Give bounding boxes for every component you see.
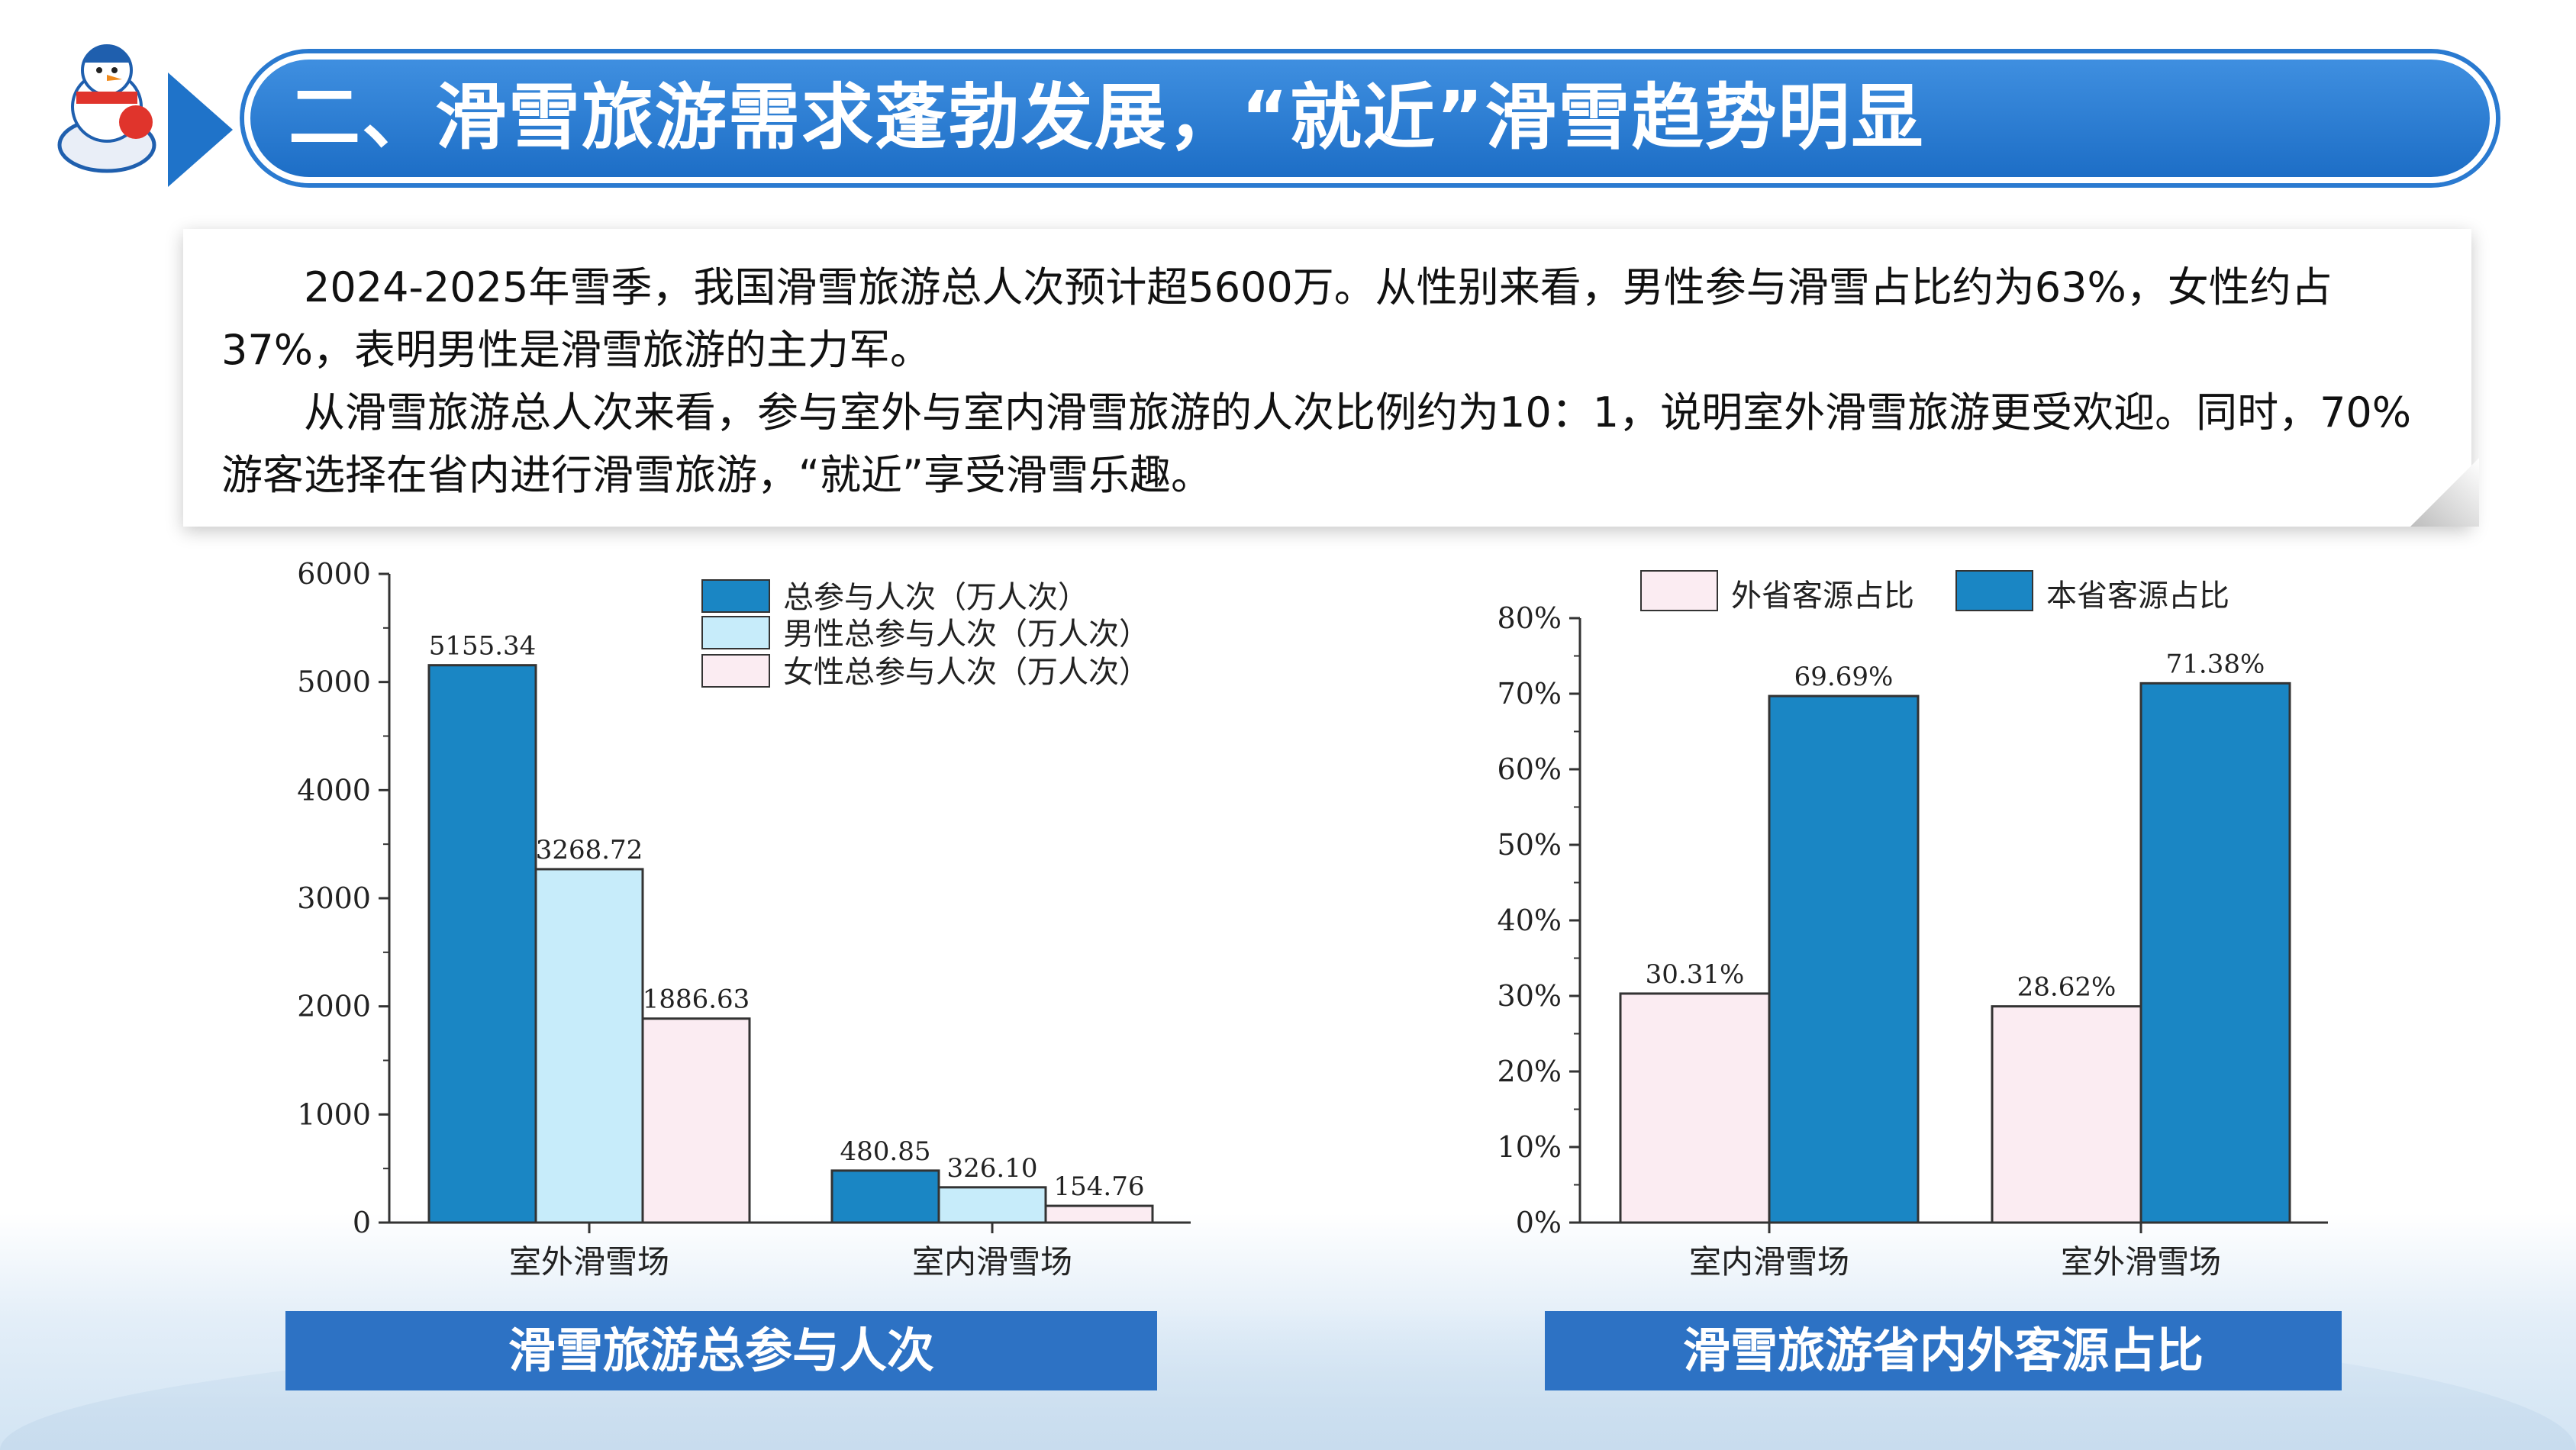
source-chart-x-tick-label: 室内滑雪场 [1689, 1243, 1849, 1281]
source-chart-y-tick-label: 60% [1498, 752, 1562, 786]
participation-chart-legend-swatch [701, 579, 770, 613]
participation-chart-y-tick-label: 4000 [297, 773, 371, 807]
participation-chart-y-tick-label: 6000 [297, 557, 371, 591]
participation-chart-data-label: 5155.34 [429, 631, 537, 662]
source-chart-bar [1991, 1005, 2142, 1224]
source-chart-x-tick-label: 室外滑雪场 [2061, 1243, 2221, 1281]
participation-chart-bar [534, 868, 644, 1224]
left-chart-caption: 滑雪旅游总参与人次 [285, 1311, 1157, 1390]
header-arrow-icon [168, 72, 233, 187]
intro-paragraph-1: 2024-2025年雪季，我国滑雪旅游总人次预计超5600万。从性别来看，男性参… [221, 263, 2333, 374]
intro-textbox: 2024-2025年雪季，我国滑雪旅游总人次预计超5600万。从性别来看，男性参… [183, 229, 2471, 527]
source-chart-y-tick-label: 70% [1498, 677, 1562, 710]
participation-chart-y-tick-label: 0 [353, 1206, 371, 1239]
participation-chart-data-label: 326.10 [947, 1153, 1038, 1184]
source-chart-y-tick-label: 50% [1498, 828, 1562, 862]
participation-chart-y-tick-label: 5000 [297, 665, 371, 699]
source-chart-y-tick-label: 0% [1516, 1206, 1562, 1239]
snowman-mascot-icon [57, 44, 156, 173]
source-chart-y-tick-label: 20% [1498, 1055, 1562, 1088]
participation-chart-y-tick-label: 3000 [297, 881, 371, 915]
source-chart-y-tick-label: 80% [1498, 601, 1562, 635]
participation-chart-bar [830, 1169, 940, 1224]
page-title: 二、滑雪旅游需求蓬勃发展，“就近”滑雪趋势明显 [289, 76, 1925, 160]
participation-chart-bar [937, 1186, 1047, 1224]
title-banner: 二、滑雪旅游需求蓬勃发展，“就近”滑雪趋势明显 [244, 53, 2496, 183]
participation-chart-legend-swatch [701, 616, 770, 649]
participation-chart-legend-label: 总参与人次（万人次） [783, 580, 1088, 615]
source-chart-bar [1768, 694, 1920, 1224]
participation-chart-data-label: 154.76 [1054, 1171, 1145, 1202]
right-chart-caption: 滑雪旅游省内外客源占比 [1545, 1311, 2342, 1390]
source-chart-legend-swatch [1640, 570, 1718, 611]
participation-chart-y-tick-label: 2000 [297, 990, 371, 1023]
participation-chart-bar [427, 664, 537, 1224]
participation-chart-legend-label: 女性总参与人次（万人次） [783, 655, 1149, 690]
source-chart-data-label: 69.69% [1794, 662, 1894, 692]
participation-chart-legend-label: 男性总参与人次（万人次） [783, 617, 1149, 652]
source-chart-legend-swatch [1955, 570, 2033, 611]
source-chart-legend-label: 本省客源占比 [2046, 578, 2229, 614]
source-chart-y-tick-label: 10% [1498, 1130, 1562, 1164]
participation-chart-y-tick-label: 1000 [297, 1097, 371, 1131]
source-chart-data-label: 71.38% [2166, 649, 2265, 679]
source-chart-bar [1619, 992, 1771, 1224]
source-chart-bar [2139, 682, 2291, 1224]
source-chart-y-tick-label: 30% [1498, 979, 1562, 1013]
participation-chart-bar [641, 1017, 751, 1224]
participation-chart-data-label: 3268.72 [536, 835, 643, 865]
source-chart-legend-label: 外省客源占比 [1731, 578, 1914, 614]
participation-chart-bar [1044, 1204, 1154, 1224]
source-chart-y-tick-label: 40% [1498, 904, 1562, 937]
participation-chart-x-tick-label: 室外滑雪场 [509, 1243, 669, 1281]
source-chart-data-label: 30.31% [1646, 959, 1745, 990]
source-chart-data-label: 28.62% [2017, 972, 2117, 1003]
participation-chart-data-label: 1886.63 [643, 984, 750, 1015]
intro-paragraph-2: 从滑雪旅游总人次来看，参与室外与室内滑雪旅游的人次比例约为10：1，说明室外滑雪… [221, 388, 2412, 499]
participation-chart-x-tick-label: 室内滑雪场 [912, 1243, 1072, 1281]
participation-chart-data-label: 480.85 [840, 1136, 931, 1167]
participation-chart-legend-swatch [701, 654, 770, 688]
